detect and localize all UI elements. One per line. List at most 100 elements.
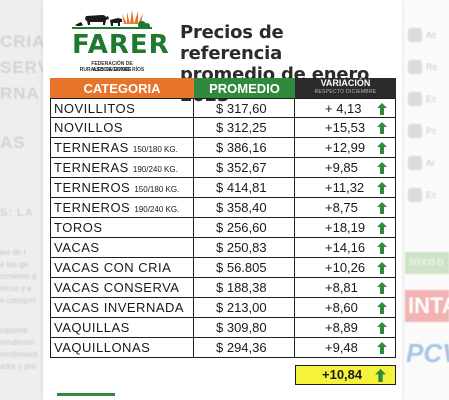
farm-animals-icon: [72, 10, 152, 29]
table-row: TERNEROS 150/180 KG. $ 414,81 +11,32: [50, 178, 396, 198]
background-pcv-logo: PCV: [406, 338, 449, 368]
variation-cell: +14,16: [295, 238, 396, 257]
category-label: VAQUILLONAS: [54, 340, 151, 355]
average-price-cell: $ 250,83: [194, 238, 295, 257]
logo-subtitle: FEDERACIÓN DE ASOCIACIONES: [91, 61, 133, 73]
arrow-up-icon: [377, 322, 387, 334]
title-line: Precios de referencia: [180, 22, 284, 64]
variation-value: +18,19: [325, 220, 366, 235]
category-cell: VACAS CON CRIA: [50, 258, 194, 277]
variation-cell: +8,81: [295, 278, 396, 297]
background-text: rendimient: [0, 350, 38, 359]
average-price-cell: $ 56.805: [194, 258, 295, 277]
background-text: ies de r: [0, 248, 27, 257]
background-left-column: CRIA SERV RNA AS S: LA ies de r e los ga…: [0, 0, 49, 400]
header-variation-label: VARIACIÓN: [320, 78, 371, 88]
background-text: Ec: [426, 94, 437, 104]
category-weight-range: 150/180 KG.: [132, 145, 178, 154]
background-word: CRIA: [0, 32, 46, 51]
average-price-cell: $ 188,38: [194, 278, 295, 297]
category-cell: VACAS INVERNADA: [50, 298, 194, 317]
background-text: nicos y e: [0, 284, 32, 293]
background-icon: [408, 28, 422, 42]
arrow-up-icon: [377, 142, 387, 154]
background-icon: [408, 60, 422, 74]
average-price-cell: $ 256,60: [194, 218, 295, 237]
background-banner: SITIOS D: [405, 252, 449, 274]
header-category: CATEGORIA: [50, 78, 194, 98]
variation-value: +10,26: [325, 260, 366, 275]
arrow-up-icon: [377, 342, 387, 354]
background-icon: [408, 156, 422, 170]
background-word: S: LA: [0, 207, 34, 219]
variation-value: +8,60: [325, 300, 358, 315]
category-cell: VAQUILLAS: [50, 318, 194, 337]
average-price-cell: $ 386,16: [194, 138, 295, 157]
background-word: SERV: [0, 58, 50, 77]
arrow-up-icon: [377, 302, 387, 314]
arrow-up-icon: [377, 262, 387, 274]
background-icon: [408, 188, 422, 202]
background-text: e los ga: [0, 260, 29, 269]
logo-subtitle: RURALES DE ENTRE RÍOS: [79, 67, 145, 73]
background-text: ador y pre: [0, 362, 37, 371]
category-cell: TERNERAS 190/240 KG.: [50, 158, 194, 177]
average-price-cell: $ 317,60: [194, 99, 295, 118]
decorative-bar: [57, 393, 115, 396]
average-price-cell: $ 352,67: [194, 158, 295, 177]
farer-logo: FARER FEDERACIÓN DE ASOCIACIONES RURALES…: [72, 6, 169, 74]
category-cell: NOVILLOS: [50, 118, 194, 137]
arrow-up-icon: [377, 202, 387, 214]
price-table: NOVILLITOS $ 317,60 + 4,13 NOVILLOS $ 312,25…: [50, 98, 396, 358]
table-row: TERNERAS 190/240 KG. $ 352,67 +9,85: [50, 158, 396, 178]
variation-cell: +8,75: [295, 198, 396, 217]
category-label: NOVILLOS: [54, 120, 124, 135]
table-row: VAQUILLAS $ 309,80 +8,89: [50, 318, 396, 338]
category-label: TERNEROS: [54, 180, 135, 195]
average-price-cell: $ 358,40: [194, 198, 295, 217]
category-cell: NOVILLITOS: [50, 99, 194, 118]
category-cell: VACAS CONSERVA: [50, 278, 194, 297]
category-cell: TERNEROS 150/180 KG.: [50, 178, 194, 197]
background-text: cimiento d: [0, 272, 37, 281]
variation-cell: +10,26: [295, 258, 396, 277]
category-cell: VACAS: [50, 238, 194, 257]
average-price-cell: $ 213,00: [194, 298, 295, 317]
table-row: TOROS $ 256,60 +18,19: [50, 218, 396, 238]
category-label: VAQUILLAS: [54, 320, 130, 335]
category-weight-range: 190/240 KG.: [134, 205, 180, 214]
variation-cell: +8,89: [295, 318, 396, 337]
background-text: Ec: [426, 190, 437, 200]
variation-value: +8,75: [325, 200, 358, 215]
variation-value: +15,53: [325, 120, 366, 135]
background-text: cacione: [0, 326, 28, 335]
category-weight-range: 150/180 KG.: [134, 185, 180, 194]
variation-cell: +12,99: [295, 138, 396, 157]
background-icon: [408, 124, 422, 138]
table-row: VAQUILLONAS $ 294,36 +9,48: [50, 338, 396, 358]
category-label: VACAS CON CRIA: [54, 260, 172, 275]
background-word: RNA: [0, 84, 40, 103]
category-label: TOROS: [54, 220, 103, 235]
background-text: Ar: [426, 158, 435, 168]
background-inta-logo: INTA: [405, 290, 449, 322]
variation-value: +14,16: [325, 240, 366, 255]
total-variation-value: +10,84: [322, 367, 363, 382]
category-label: TERNEROS: [54, 200, 135, 215]
table-row: VACAS $ 250,83 +14,16: [50, 238, 396, 258]
header-variation: VARIACIÓN RESPECTO DICIEMBRE: [295, 78, 396, 98]
variation-value: +8,89: [325, 320, 358, 335]
variation-cell: +18,19: [295, 218, 396, 237]
variation-value: + 4,13: [325, 101, 362, 116]
header-average: PROMEDIO: [194, 78, 295, 98]
category-cell: TERNEROS 190/240 KG.: [50, 198, 194, 217]
average-price-cell: $ 309,80: [194, 318, 295, 337]
background-text: Re: [426, 62, 438, 72]
category-cell: TERNERAS 150/180 KG.: [50, 138, 194, 157]
table-row: VACAS CONSERVA $ 188,38 +8,81: [50, 278, 396, 298]
arrow-up-icon: [377, 222, 387, 234]
variation-cell: +11,32: [295, 178, 396, 197]
header-variation-sub: RESPECTO DICIEMBRE: [314, 89, 377, 95]
arrow-up-icon: [377, 242, 387, 254]
table-row: VACAS INVERNADA $ 213,00 +8,60: [50, 298, 396, 318]
